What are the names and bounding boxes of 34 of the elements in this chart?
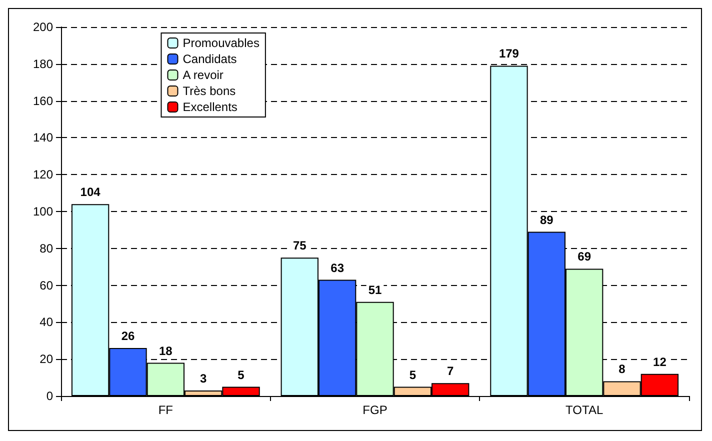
data-label: 89 xyxy=(540,212,554,227)
data-label: 26 xyxy=(121,329,135,344)
y-tick-label: 140 xyxy=(32,130,54,145)
y-tick-label: 60 xyxy=(40,278,54,292)
data-label: 69 xyxy=(578,250,592,264)
y-tick-label: 160 xyxy=(32,94,54,108)
y-tick-label: 100 xyxy=(32,204,54,218)
data-label: 63 xyxy=(330,260,344,275)
data-label: 12 xyxy=(653,354,667,369)
data-label: 179 xyxy=(498,46,520,61)
y-tick-label: 120 xyxy=(32,168,54,182)
y-tick-label: 0 xyxy=(46,389,54,403)
data-label: 3 xyxy=(200,371,208,386)
legend-label: Candidats xyxy=(182,52,237,66)
data-label: 104 xyxy=(80,185,101,200)
legend-label: Très bons xyxy=(182,84,236,98)
x-tick-label: FGP xyxy=(362,403,388,417)
legend-label: Promouvables xyxy=(182,36,260,50)
data-label: 7 xyxy=(447,364,454,378)
data-label: 8 xyxy=(618,362,626,376)
data-label: 75 xyxy=(292,238,307,253)
legend-label: Excellents xyxy=(182,100,238,114)
data-label: 51 xyxy=(368,282,382,297)
y-tick-label: 180 xyxy=(32,56,54,71)
x-tick-label: TOTAL xyxy=(566,403,604,417)
y-tick-label: 40 xyxy=(40,315,54,330)
legend-label: A revoir xyxy=(182,68,224,82)
data-label: 5 xyxy=(409,368,416,382)
y-tick-label: 80 xyxy=(40,241,54,256)
y-tick-label: 20 xyxy=(40,352,54,366)
x-tick-label: FF xyxy=(158,403,174,417)
y-tick-label: 200 xyxy=(32,20,54,34)
data-label: 18 xyxy=(158,344,173,358)
data-label: 5 xyxy=(238,368,245,382)
